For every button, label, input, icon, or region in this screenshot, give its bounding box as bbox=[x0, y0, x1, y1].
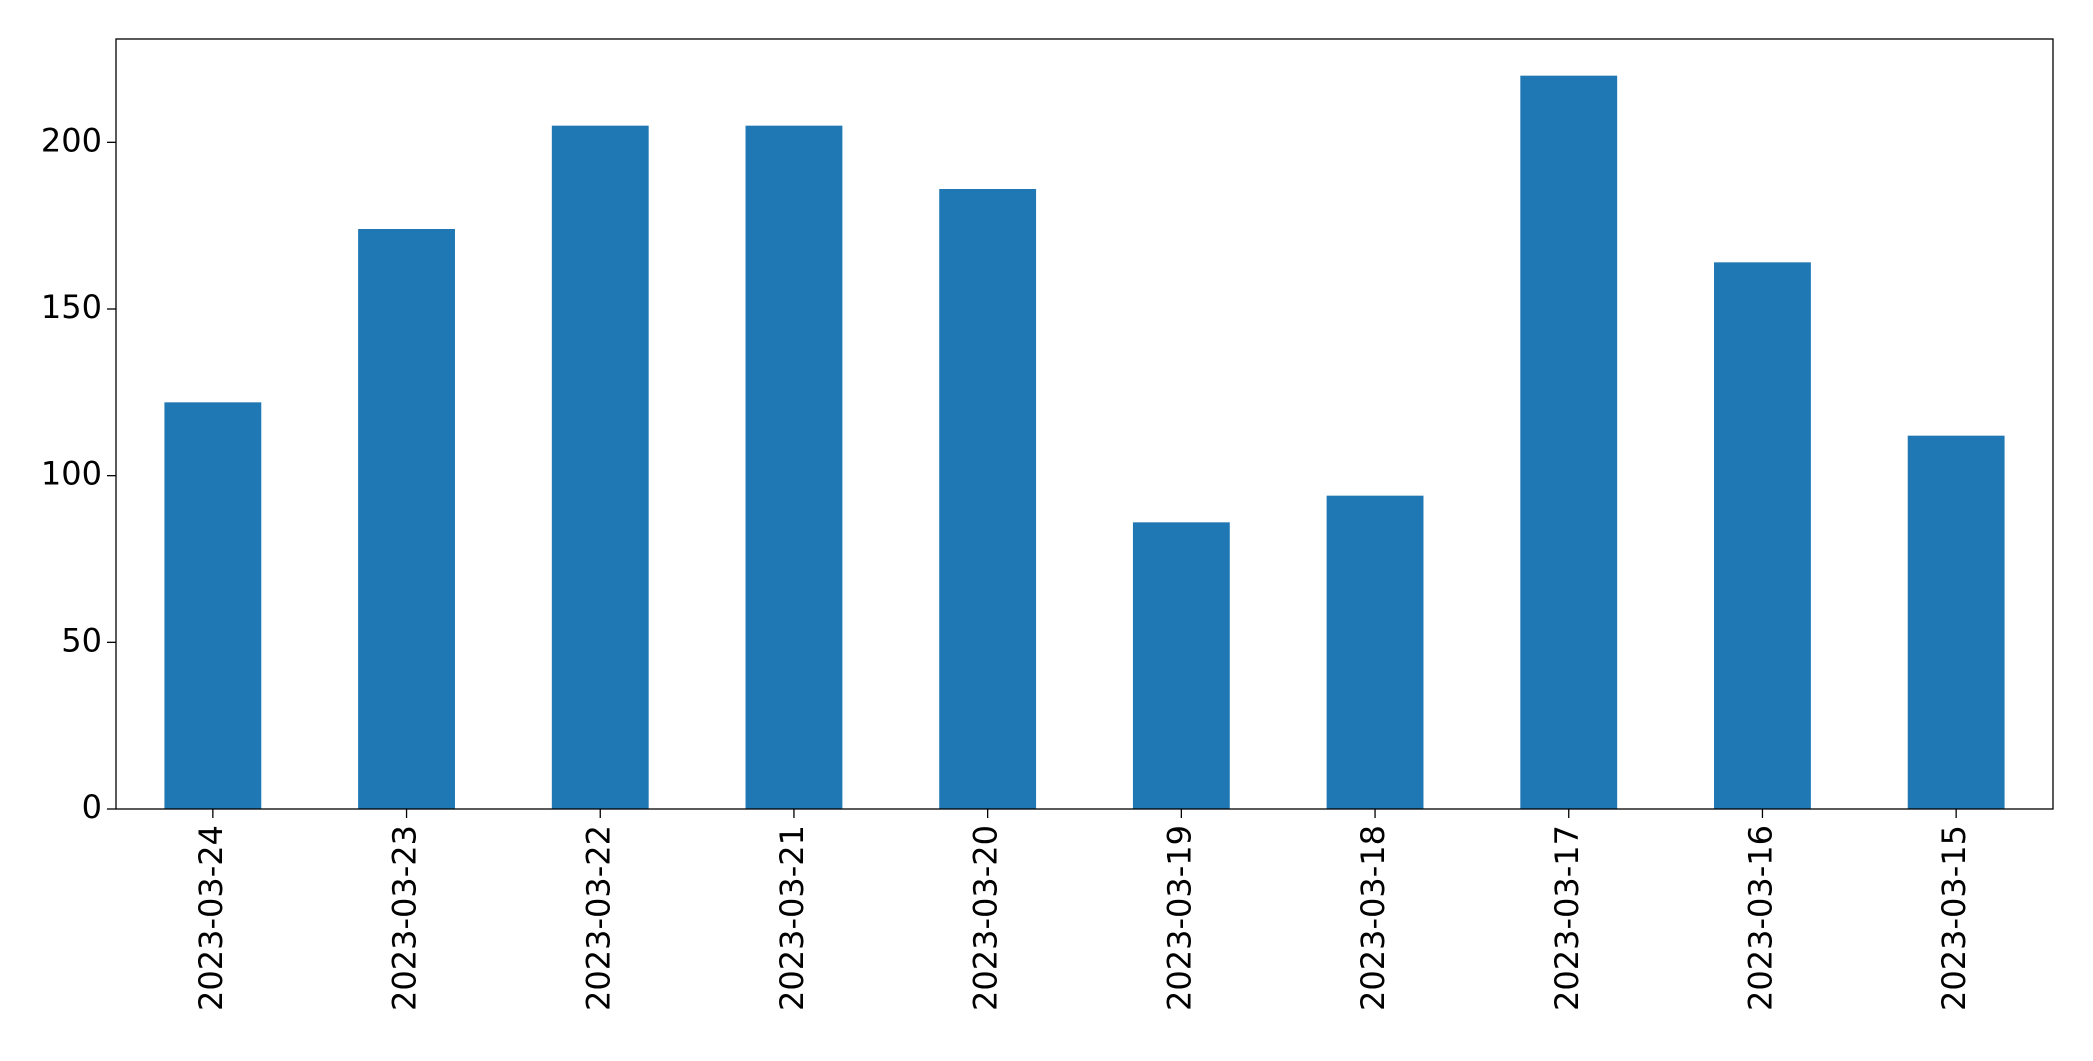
x-tick-label: 2023-03-18 bbox=[1354, 825, 1392, 1011]
bar bbox=[358, 229, 455, 809]
bar bbox=[1907, 435, 2005, 809]
y-tick-label: 150 bbox=[41, 288, 102, 326]
bar bbox=[1132, 522, 1230, 809]
x-tick-label: 2023-03-19 bbox=[1160, 825, 1198, 1011]
plot-frame bbox=[115, 38, 2054, 810]
x-tick-label: 2023-03-20 bbox=[967, 825, 1005, 1011]
x-tick-label: 2023-03-21 bbox=[773, 825, 811, 1011]
bar bbox=[745, 125, 843, 809]
x-tick-label: 2023-03-24 bbox=[192, 825, 230, 1011]
x-tick-label: 2023-03-22 bbox=[579, 825, 617, 1011]
bar bbox=[1326, 495, 1424, 809]
bar bbox=[1520, 75, 1618, 809]
y-tick-label: 0 bbox=[82, 788, 102, 826]
bar bbox=[939, 189, 1037, 809]
y-tick-label: 100 bbox=[41, 455, 102, 493]
y-tick-label: 200 bbox=[41, 121, 102, 159]
y-tick-label: 50 bbox=[61, 621, 102, 659]
x-tick-label: 2023-03-15 bbox=[1935, 825, 1973, 1011]
bar bbox=[164, 402, 262, 809]
x-tick-label: 2023-03-17 bbox=[1548, 825, 1586, 1011]
bar bbox=[551, 125, 649, 809]
bar bbox=[1714, 262, 1811, 809]
x-tick-label: 2023-03-16 bbox=[1741, 825, 1779, 1011]
x-tick-label: 2023-03-23 bbox=[386, 825, 424, 1011]
